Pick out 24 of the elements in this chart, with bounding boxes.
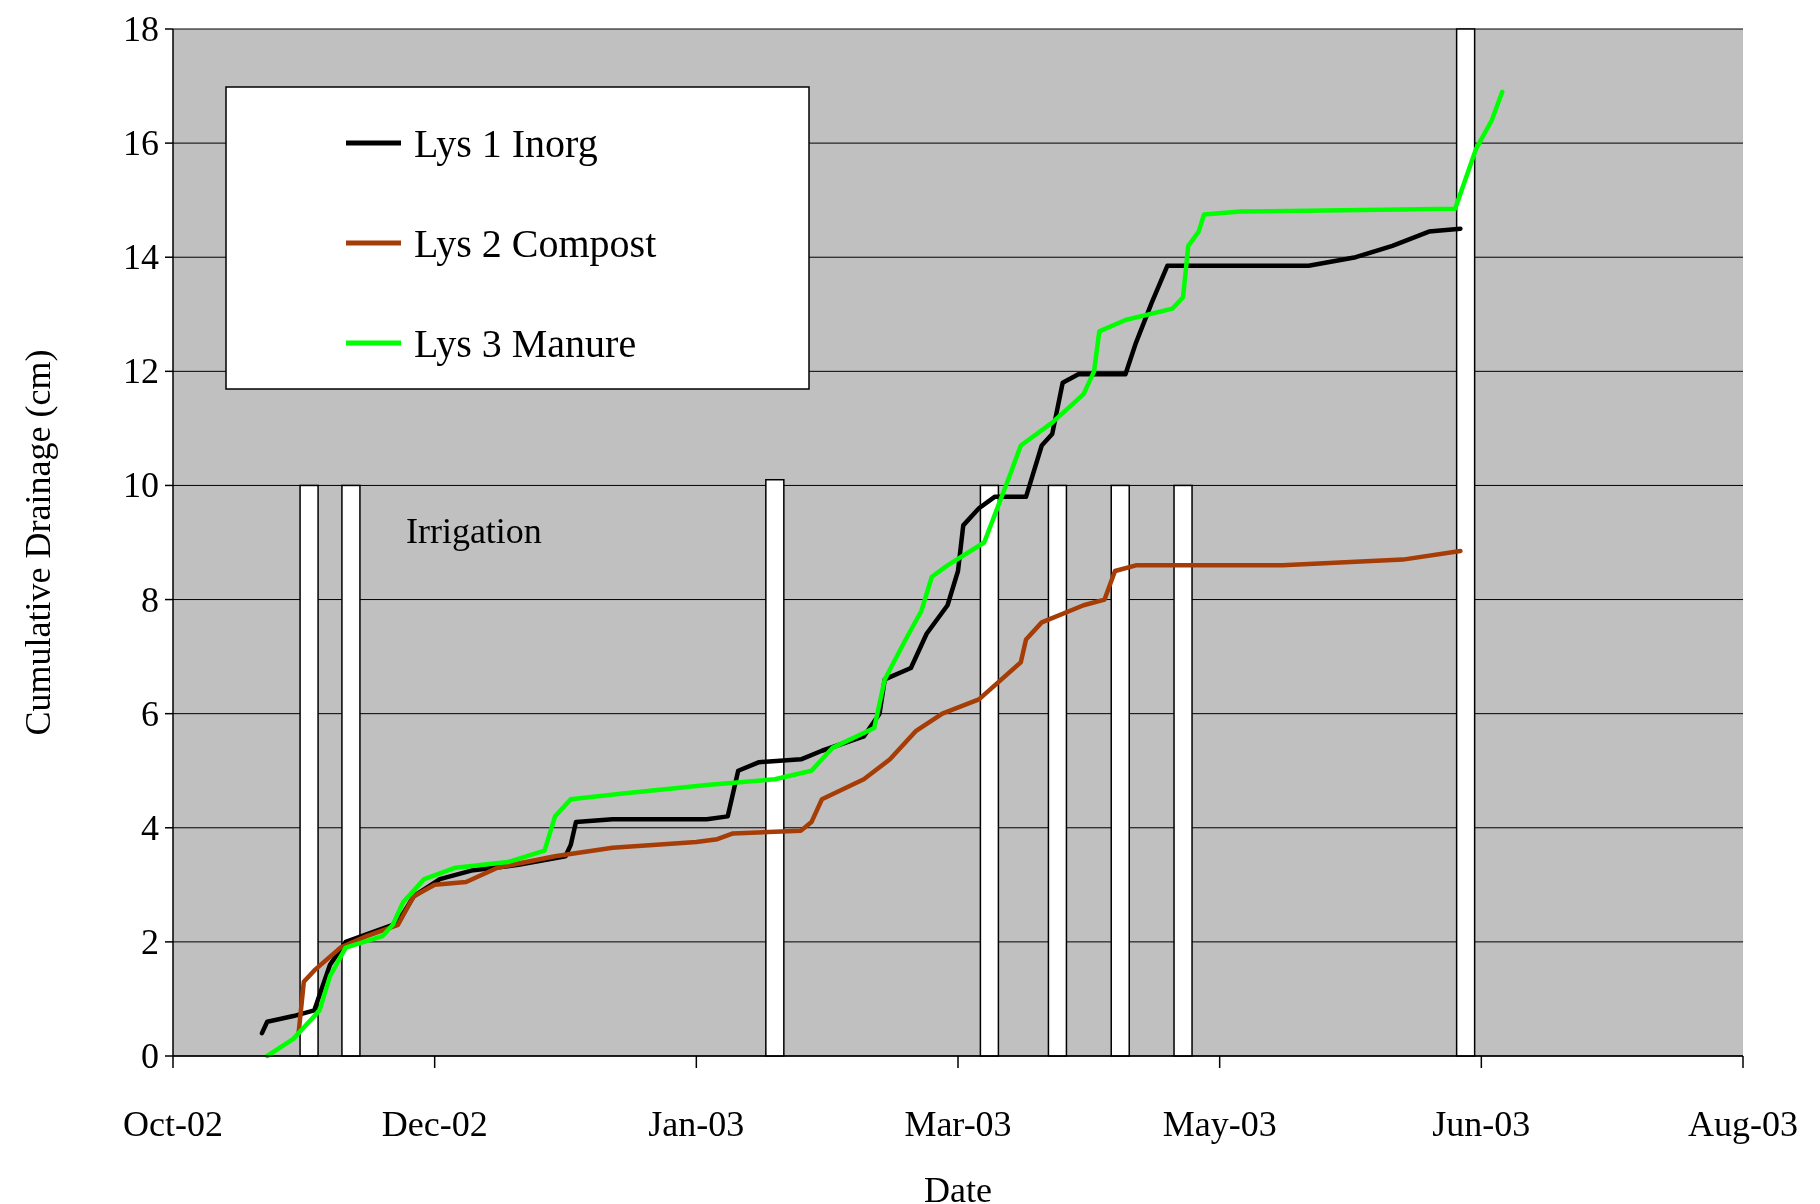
line-series <box>264 89 1505 1059</box>
x-tick-label: Jan-03 <box>648 1104 745 1144</box>
x-axis-title: Date <box>924 1170 992 1204</box>
y-tick-label: 2 <box>141 921 159 962</box>
y-tick-label: 12 <box>123 351 159 392</box>
x-tick-label: Oct-02 <box>123 1104 223 1144</box>
y-tick-label: 6 <box>141 693 159 734</box>
legend-label: Lys 3 Manure <box>414 320 637 366</box>
x-tick-label: Jun-03 <box>1432 1104 1531 1144</box>
y-tick-label: 8 <box>141 579 159 620</box>
x-tick-label: Mar-03 <box>904 1104 1012 1144</box>
y-tick-label: 0 <box>141 1036 159 1076</box>
y-tick-label: 18 <box>123 9 159 49</box>
y-tick-label: 16 <box>123 123 159 164</box>
x-tick-label: May-03 <box>1162 1104 1277 1144</box>
y-tick-label: 10 <box>123 465 159 506</box>
x-tick-label: Aug-03 <box>1688 1104 1798 1144</box>
legend-label: Lys 2 Compost <box>414 220 657 266</box>
x-tick-label: Dec-02 <box>381 1104 488 1144</box>
y-tick-label: 14 <box>123 237 159 278</box>
legend-label: Lys 1 Inorg <box>414 120 598 166</box>
y-tick-label: 4 <box>141 807 159 848</box>
series-label: Irrigation <box>405 510 542 551</box>
y-axis-title: Cumulative Drainage (cm) <box>18 349 58 736</box>
